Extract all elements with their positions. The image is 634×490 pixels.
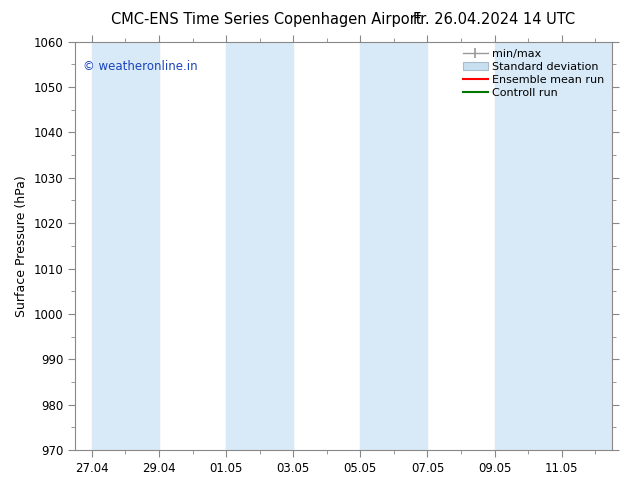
Text: © weatheronline.in: © weatheronline.in: [83, 60, 198, 73]
Bar: [360, 42, 427, 450]
Y-axis label: Surface Pressure (hPa): Surface Pressure (hPa): [15, 175, 28, 317]
Text: CMC-ENS Time Series Copenhagen Airport: CMC-ENS Time Series Copenhagen Airport: [111, 12, 422, 27]
Legend: min/max, Standard deviation, Ensemble mean run, Controll run: min/max, Standard deviation, Ensemble me…: [461, 47, 607, 100]
Bar: [92, 42, 159, 450]
Bar: [226, 42, 294, 450]
Bar: [495, 42, 562, 450]
Text: Fr. 26.04.2024 14 UTC: Fr. 26.04.2024 14 UTC: [413, 12, 576, 27]
Bar: [562, 42, 612, 450]
